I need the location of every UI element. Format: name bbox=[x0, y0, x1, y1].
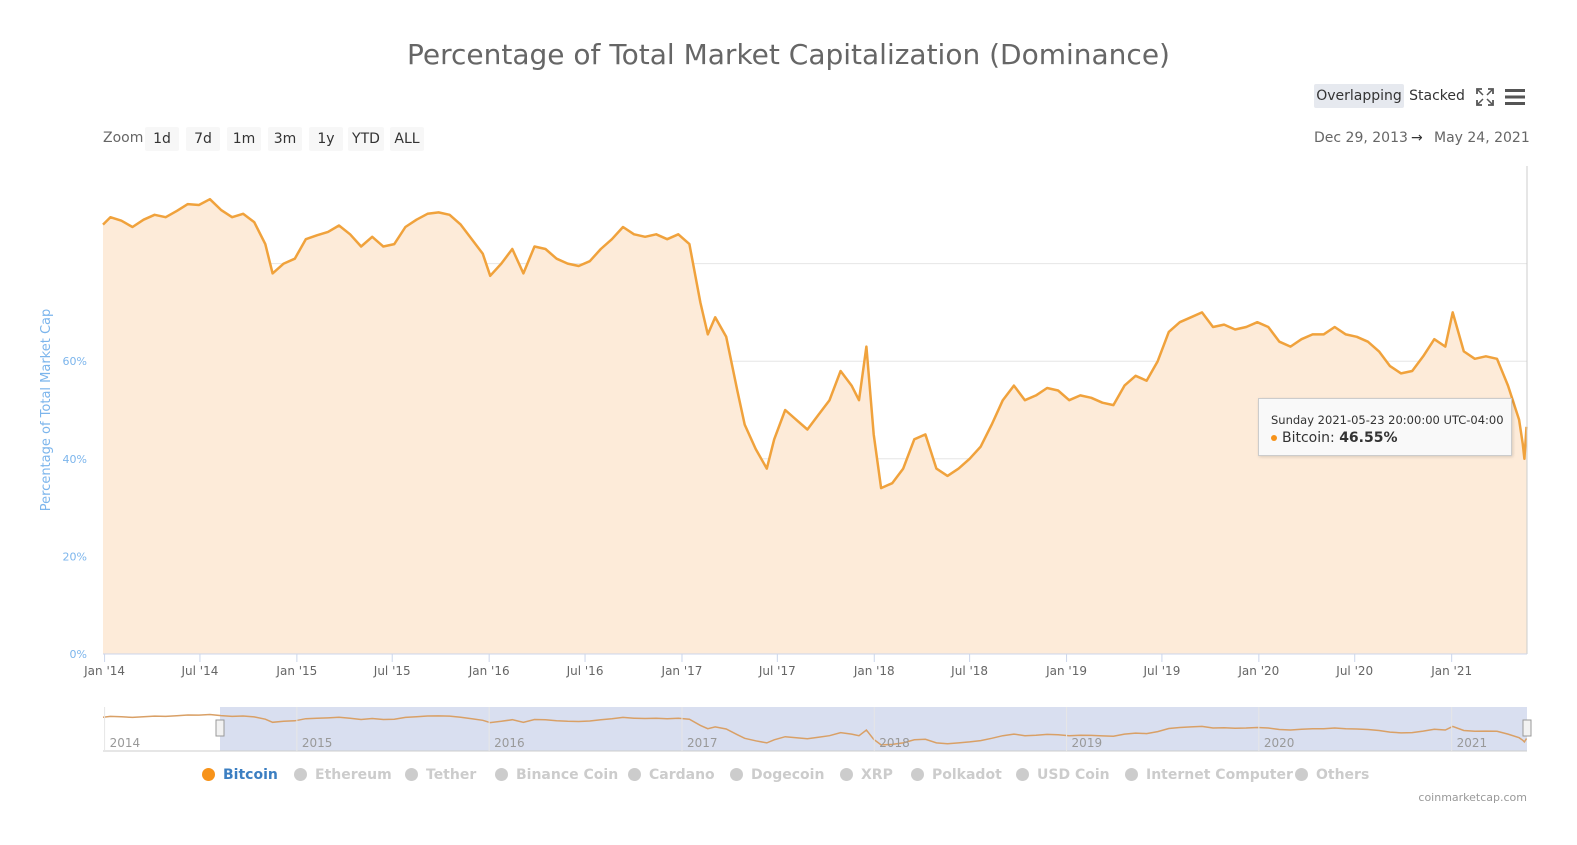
navigator-year-label: 2016 bbox=[494, 736, 525, 750]
legend-item-dogecoin[interactable]: Dogecoin bbox=[730, 767, 824, 783]
tooltip-value: 46.55% bbox=[1339, 430, 1398, 446]
x-tick-label: Jan '17 bbox=[661, 664, 703, 678]
navigator-year-label: 2021 bbox=[1457, 736, 1488, 750]
x-tick-label: Jan '19 bbox=[1045, 664, 1087, 678]
legend-label: Dogecoin bbox=[751, 767, 825, 783]
x-tick-label: Jul '20 bbox=[1335, 664, 1373, 678]
x-tick-label: Jul '14 bbox=[180, 664, 218, 678]
range-to-date[interactable]: May 24, 2021 bbox=[1434, 130, 1530, 146]
legend-swatch bbox=[840, 768, 853, 781]
hamburger-menu-icon[interactable] bbox=[1503, 87, 1527, 107]
legend-label: XRP bbox=[861, 767, 893, 783]
tooltip: Sunday 2021-05-23 20:00:00 UTC-04:00 Bit… bbox=[1258, 398, 1512, 456]
legend-swatch bbox=[405, 768, 418, 781]
x-tick-label: Jan '15 bbox=[275, 664, 317, 678]
legend-swatch bbox=[628, 768, 641, 781]
legend-label: Polkadot bbox=[932, 767, 1002, 783]
zoom-label: Zoom bbox=[103, 130, 144, 146]
zoom-1d-button[interactable]: 1d bbox=[145, 127, 179, 151]
x-tick-label: Jan '14 bbox=[83, 664, 125, 678]
legend-label: Bitcoin bbox=[223, 767, 278, 783]
range-from-date[interactable]: Dec 29, 2013 bbox=[1314, 130, 1408, 146]
legend-label: Ethereum bbox=[315, 767, 392, 783]
y-tick-label: 0% bbox=[70, 648, 87, 661]
legend-label: Cardano bbox=[649, 767, 715, 783]
navigator-year-label: 2017 bbox=[687, 736, 718, 750]
zoom-7d-button[interactable]: 7d bbox=[186, 127, 220, 151]
y-tick-label: 20% bbox=[63, 550, 87, 563]
fullscreen-icon[interactable] bbox=[1475, 87, 1495, 107]
legend-label: Tether bbox=[426, 767, 477, 783]
legend-item-internet-computer[interactable]: Internet Computer bbox=[1125, 767, 1293, 783]
legend-swatch bbox=[911, 768, 924, 781]
x-tick-label: Jan '18 bbox=[853, 664, 895, 678]
legend-swatch bbox=[730, 768, 743, 781]
x-axis: Jan '14 Jul '14 Jan '15 Jul '15 Jan '16 Jul '… bbox=[83, 654, 1472, 678]
overlapping-button[interactable]: Overlapping bbox=[1314, 84, 1404, 108]
legend-item-binance-coin[interactable]: Binance Coin bbox=[495, 767, 618, 783]
x-tick-label: Jan '21 bbox=[1430, 664, 1472, 678]
stacked-button[interactable]: Stacked bbox=[1409, 88, 1465, 104]
navigator-year-label: 2020 bbox=[1264, 736, 1295, 750]
legend-item-tether[interactable]: Tether bbox=[405, 767, 476, 783]
y-axis: 0% 20% 40% 60% bbox=[63, 355, 87, 661]
y-tick-label: 60% bbox=[63, 355, 87, 368]
legend-swatch bbox=[294, 768, 307, 781]
legend-swatch bbox=[495, 768, 508, 781]
navigator-right-handle[interactable] bbox=[1522, 719, 1532, 737]
legend-swatch bbox=[1016, 768, 1029, 781]
legend-item-others[interactable]: Others bbox=[1295, 767, 1369, 783]
zoom-1m-button[interactable]: 1m bbox=[227, 127, 261, 151]
zoom-1y-button[interactable]: 1y bbox=[309, 127, 343, 151]
legend-label: Others bbox=[1316, 767, 1370, 783]
bitcoin-line[interactable] bbox=[102, 197, 1528, 490]
legend-swatch bbox=[202, 768, 215, 781]
x-tick-label: Jul '18 bbox=[950, 664, 988, 678]
zoom-all-button[interactable]: ALL bbox=[390, 127, 424, 151]
legend-swatch bbox=[1295, 768, 1308, 781]
y-tick-label: 40% bbox=[63, 453, 87, 466]
y-axis-title: Percentage of Total Market Cap bbox=[39, 309, 54, 512]
tooltip-series-dot bbox=[1271, 435, 1277, 441]
tooltip-date: Sunday 2021-05-23 20:00:00 UTC-04:00 bbox=[1271, 413, 1504, 427]
x-tick-label: Jul '19 bbox=[1142, 664, 1180, 678]
x-tick-label: Jan '20 bbox=[1237, 664, 1279, 678]
range-arrow: → bbox=[1411, 130, 1423, 146]
x-tick-label: Jul '15 bbox=[373, 664, 411, 678]
legend-item-usd-coin[interactable]: USD Coin bbox=[1016, 767, 1110, 783]
chart-title: Percentage of Total Market Capitalizatio… bbox=[407, 38, 1170, 71]
navigator-series-line bbox=[102, 713, 1528, 746]
legend-item-xrp[interactable]: XRP bbox=[840, 767, 893, 783]
legend-label: Internet Computer bbox=[1146, 767, 1293, 783]
legend-label: USD Coin bbox=[1037, 767, 1110, 783]
x-tick-label: Jul '16 bbox=[566, 664, 604, 678]
tooltip-series-name: Bitcoin bbox=[1282, 430, 1331, 446]
legend-item-bitcoin[interactable]: Bitcoin bbox=[202, 767, 278, 783]
navigator-year-label: 2015 bbox=[302, 736, 333, 750]
navigator-year-label: 2014 bbox=[110, 736, 141, 750]
navigator-year-label: 2018 bbox=[879, 736, 910, 750]
tooltip-series-row: Bitcoin: 46.55% bbox=[1271, 430, 1398, 446]
navigator-selection[interactable] bbox=[220, 707, 1527, 751]
bitcoin-area bbox=[103, 199, 1527, 654]
navigator[interactable]: 2014 2015 2016 2017 2018 2019 2020 2021 bbox=[102, 707, 1532, 752]
legend-item-cardano[interactable]: Cardano bbox=[628, 767, 715, 783]
zoom-ytd-button[interactable]: YTD bbox=[348, 127, 384, 151]
legend-label: Binance Coin bbox=[516, 767, 619, 783]
legend-swatch bbox=[1125, 768, 1138, 781]
navigator-year-label: 2019 bbox=[1072, 736, 1103, 750]
legend-item-polkadot[interactable]: Polkadot bbox=[911, 767, 1002, 783]
credit-link[interactable]: coinmarketcap.com bbox=[1418, 791, 1527, 804]
x-tick-label: Jul '17 bbox=[758, 664, 796, 678]
zoom-3m-button[interactable]: 3m bbox=[268, 127, 302, 151]
legend-item-ethereum[interactable]: Ethereum bbox=[294, 767, 392, 783]
x-tick-label: Jan '16 bbox=[468, 664, 510, 678]
navigator-left-handle[interactable] bbox=[215, 719, 225, 737]
